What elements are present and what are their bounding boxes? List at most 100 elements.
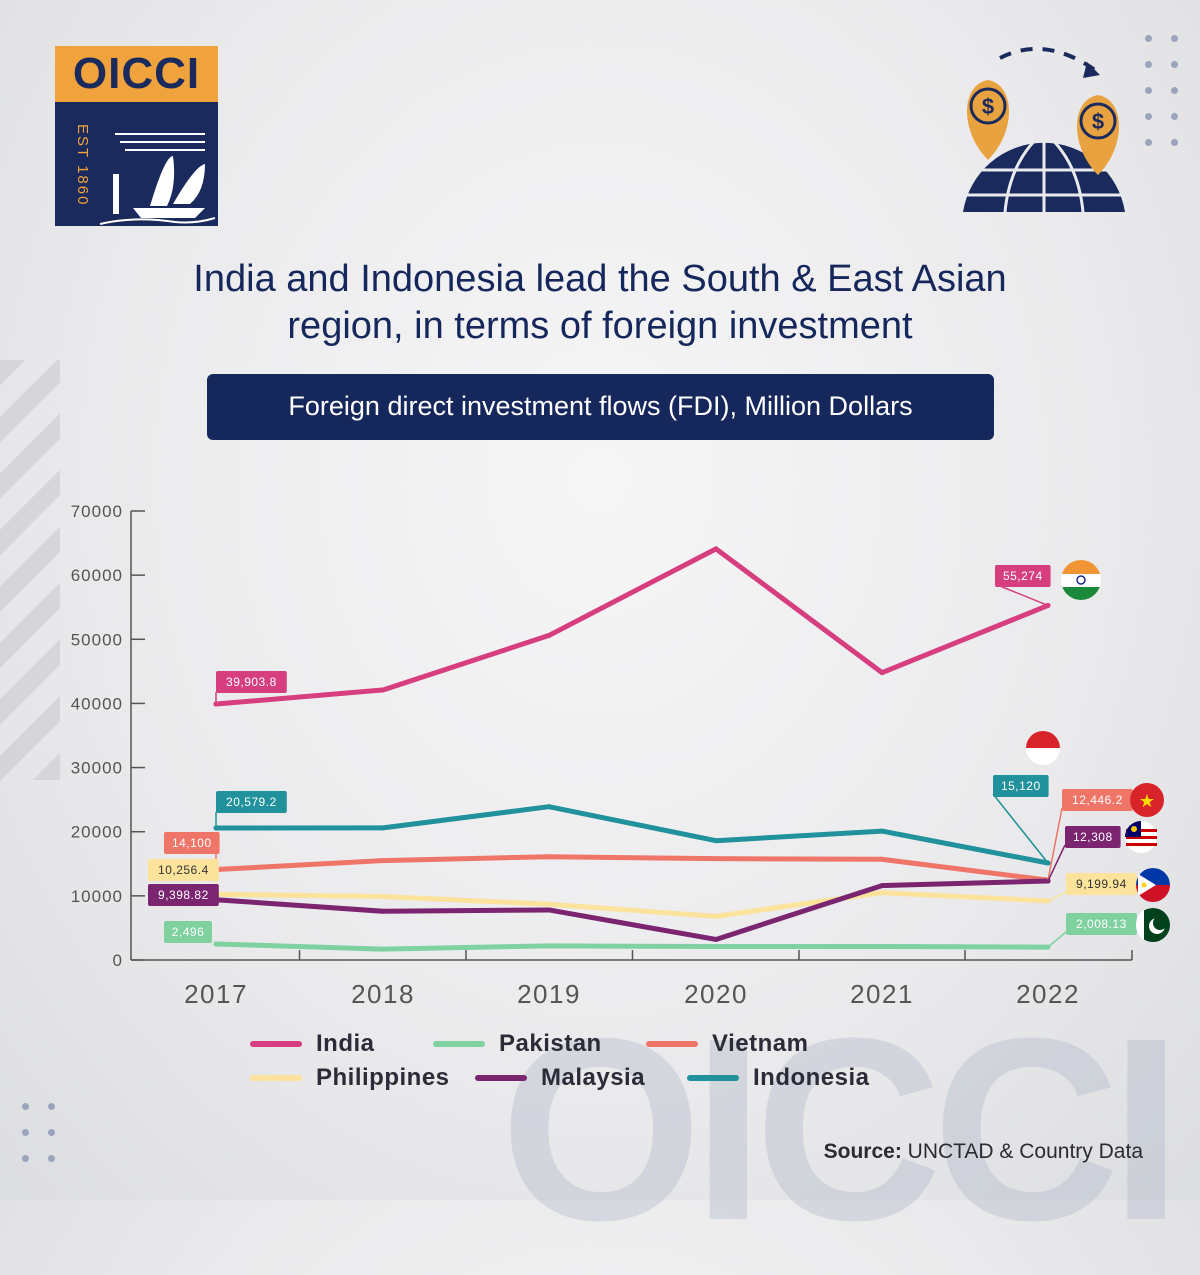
legend-swatch [646, 1041, 698, 1047]
data-point-indonesia [546, 804, 552, 810]
data-point-indonesia [879, 828, 885, 834]
svg-text:$: $ [1092, 109, 1104, 134]
legend-item-india: India [250, 1030, 375, 1058]
legend-item-pakistan: Pakistan [433, 1030, 602, 1058]
title-line-2: region, in terms of foreign investment [287, 305, 913, 347]
x-tick-label: 2019 [517, 979, 581, 1009]
globe-money-icon: $ $ [963, 46, 1125, 213]
page-title: India and Indonesia lead the South & Eas… [0, 256, 1200, 350]
malaysia-flag-icon [1125, 821, 1157, 853]
y-tick-label: 0 [113, 951, 123, 970]
y-tick-label: 60000 [71, 566, 123, 585]
data-point-indonesia [713, 838, 719, 844]
data-point-philippines [879, 890, 885, 896]
data-point-philippines [546, 901, 552, 907]
data-point-india [546, 632, 552, 638]
legend-swatch [433, 1041, 485, 1047]
data-point-vietnam [380, 858, 386, 864]
end-label-vietnam-box [1062, 789, 1133, 811]
x-tick-label: 2022 [1016, 979, 1080, 1009]
start-label-philippines-box [148, 859, 219, 881]
start-label-indonesia-box [216, 791, 287, 813]
data-point-vietnam [546, 854, 552, 860]
data-point-vietnam [713, 856, 719, 862]
legend-label: Malaysia [541, 1064, 646, 1091]
series-line-vietnam [213, 854, 1051, 883]
data-point-india [713, 546, 719, 552]
series-line-malaysia [213, 878, 1051, 942]
start-label-pakistan: 2,496 [172, 925, 205, 939]
data-point-malaysia [713, 936, 719, 942]
data-point-pakistan [713, 944, 719, 950]
legend-swatch [687, 1075, 739, 1081]
end-label-vietnam: 12,446.2 [1072, 793, 1123, 807]
end-label-india-box [995, 565, 1051, 587]
series-line-pakistan [213, 941, 1051, 952]
end-label-philippines-box [1066, 873, 1137, 895]
vietnam-flag-icon: ★ [1130, 783, 1164, 817]
y-tick-label: 40000 [71, 694, 123, 713]
x-tick-label: 2020 [684, 979, 748, 1009]
end-label-indonesia: 15,120 [1001, 779, 1041, 793]
end-label-pakistan-box [1066, 913, 1137, 935]
chart-subtitle: Foreign direct investment flows (FDI), M… [207, 374, 994, 440]
x-tick-label: 2018 [351, 979, 415, 1009]
series-line-india [213, 546, 1051, 707]
decorative-dots-top-right [1145, 35, 1178, 146]
indonesia-flag-icon [1026, 731, 1060, 765]
logo-wordmark: OICCI [55, 46, 218, 102]
legend-swatch [475, 1075, 527, 1081]
y-tick-label: 20000 [71, 823, 123, 842]
data-point-india [879, 670, 885, 676]
data-point-vietnam [879, 856, 885, 862]
series-line-indonesia [213, 804, 1051, 866]
data-point-malaysia [546, 907, 552, 913]
series-line-philippines [213, 890, 1051, 919]
x-tick-label: 2017 [184, 979, 248, 1009]
start-label-malaysia-box [148, 884, 219, 906]
x-tick-label: 2021 [850, 979, 914, 1009]
end-label-malaysia: 12,308 [1073, 830, 1113, 844]
start-label-india-box [216, 671, 287, 693]
end-label-pakistan: 2,008.13 [1076, 917, 1127, 931]
source-text: UNCTAD & Country Data [907, 1140, 1143, 1163]
end-leader-vietnam [1047, 807, 1063, 881]
data-point-india [380, 687, 386, 693]
source-label: Source: [823, 1140, 902, 1163]
data-point-malaysia [380, 908, 386, 914]
legend-item-philippines: Philippines [250, 1064, 450, 1092]
data-point-pakistan [380, 946, 386, 952]
legend-label: India [316, 1030, 375, 1057]
legend-swatch [250, 1075, 302, 1081]
data-point-indonesia [380, 825, 386, 831]
legend-item-malaysia: Malaysia [475, 1064, 645, 1092]
end-leader-pakistan [1047, 931, 1067, 948]
start-label-vietnam-box [164, 832, 220, 854]
end-leader-indonesia [992, 793, 1049, 864]
start-label-philippines: 10,256.4 [158, 863, 209, 877]
pakistan-flag-icon [1135, 908, 1170, 942]
end-leader-india [994, 583, 1049, 607]
source-note: Source: UNCTAD & Country Data [824, 1140, 1143, 1164]
y-tick-label: 10000 [71, 887, 123, 906]
end-label-india: 55,274 [1003, 569, 1043, 583]
line-chart: 0 10000 20000 30000 40000 50000 60000 70000 2017… [71, 502, 1170, 1009]
data-point-malaysia [879, 883, 885, 889]
start-label-vietnam: 14,100 [172, 836, 212, 850]
data-point-philippines [713, 913, 719, 919]
data-point-pakistan [546, 943, 552, 949]
legend-label: Philippines [316, 1064, 450, 1091]
end-leader-philippines [1047, 891, 1067, 902]
legend-label: Pakistan [499, 1030, 602, 1057]
legend-item-indonesia: Indonesia [687, 1064, 870, 1092]
svg-text:$: $ [982, 94, 994, 119]
decorative-dots-bottom-left [22, 1103, 55, 1162]
legend-swatch [250, 1041, 302, 1047]
y-tick-label: 30000 [71, 759, 123, 778]
legend-label: Vietnam [712, 1030, 809, 1057]
data-point-philippines [380, 893, 386, 899]
india-flag-icon [1061, 560, 1101, 600]
end-label-philippines: 9,199.94 [1076, 877, 1127, 891]
philippines-flag-icon [1136, 868, 1170, 902]
start-label-pakistan-box [164, 921, 212, 943]
